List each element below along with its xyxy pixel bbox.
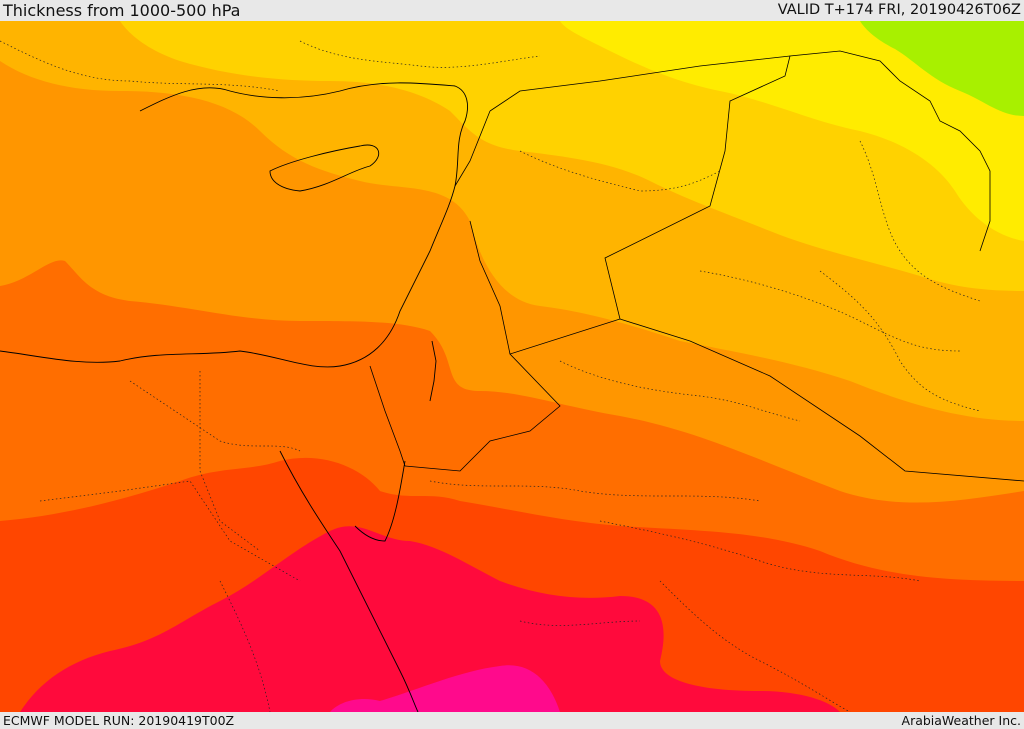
- band-magenta: [330, 665, 560, 712]
- country-borders: [369, 50, 1024, 482]
- footer-bar: ECMWF MODEL RUN: 20190419T00Z ArabiaWeat…: [0, 712, 1024, 729]
- model-run-label: ECMWF MODEL RUN: 20190419T00Z: [3, 713, 235, 728]
- map-title: Thickness from 1000-500 hPa: [3, 1, 241, 20]
- thickness-map[interactable]: [0, 21, 1024, 712]
- admin-boundaries: [0, 40, 981, 712]
- valid-time: VALID T+174 FRI, 20190426T06Z: [777, 2, 1021, 18]
- map-canvas: [0, 21, 1024, 712]
- band-yellow: [560, 21, 1024, 241]
- coastlines: [0, 82, 468, 712]
- band-crimson: [20, 526, 840, 712]
- band-lime: [860, 21, 1024, 116]
- credit-label: ArabiaWeather Inc.: [901, 713, 1021, 728]
- header-bar: Thickness from 1000-500 hPa VALID T+174 …: [0, 0, 1024, 21]
